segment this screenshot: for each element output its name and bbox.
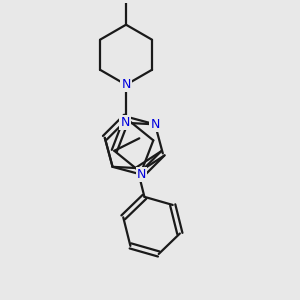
Text: N: N (121, 78, 131, 91)
Text: N: N (120, 116, 130, 129)
Text: N: N (150, 118, 160, 131)
Text: N: N (137, 168, 146, 181)
